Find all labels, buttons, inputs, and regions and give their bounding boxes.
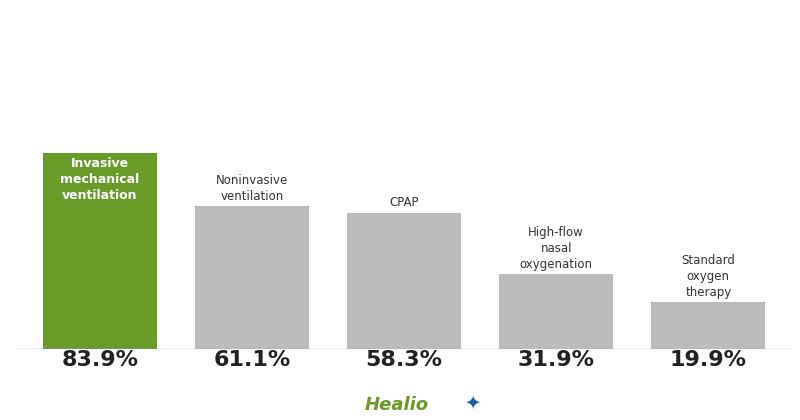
Bar [499, 274, 614, 349]
Text: 19.9%: 19.9% [670, 349, 747, 370]
Text: 58.3%: 58.3% [366, 349, 442, 370]
Bar [651, 302, 766, 349]
Text: 28-day mortality among adults with COVID-19-related ARDS: 28-day mortality among adults with COVID… [70, 32, 730, 51]
Text: Standard
oxygen
therapy: Standard oxygen therapy [682, 254, 735, 299]
Text: High-flow
nasal
oxygenation: High-flow nasal oxygenation [520, 226, 593, 271]
Text: CPAP: CPAP [390, 196, 418, 209]
Text: 31.9%: 31.9% [518, 349, 594, 370]
Text: Noninvasive
ventilation: Noninvasive ventilation [216, 174, 288, 203]
Text: receiving different respiratory support techniques:: receiving different respiratory support … [118, 76, 682, 94]
Bar [194, 206, 309, 349]
Text: 83.9%: 83.9% [61, 349, 138, 370]
Text: 61.1%: 61.1% [214, 349, 290, 370]
Bar [347, 213, 461, 349]
Bar [42, 153, 157, 349]
Text: ✦: ✦ [464, 394, 481, 413]
Text: Invasive
mechanical
ventilation: Invasive mechanical ventilation [60, 157, 139, 202]
Text: Healio: Healio [364, 396, 429, 414]
